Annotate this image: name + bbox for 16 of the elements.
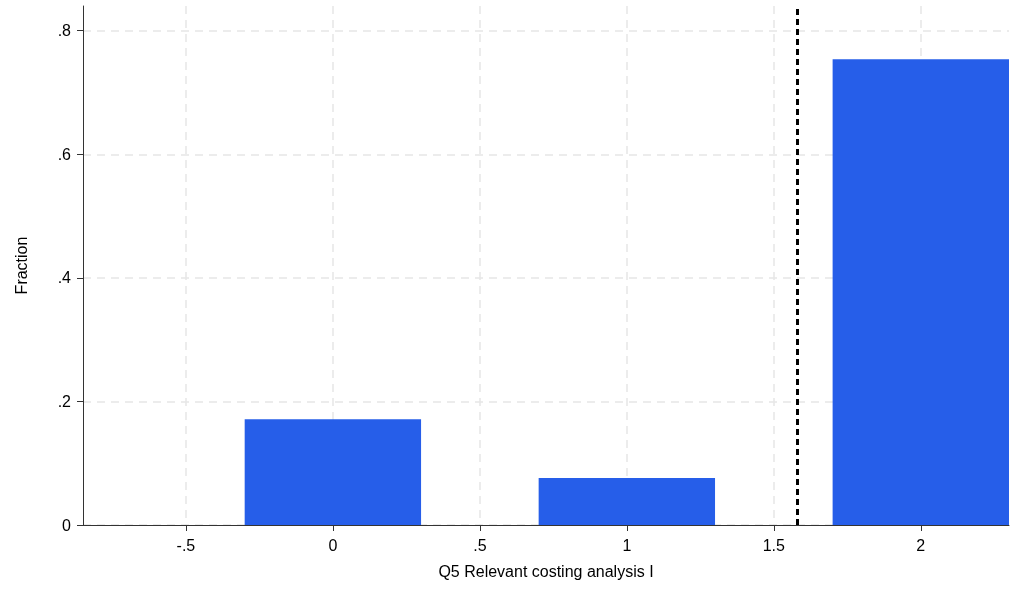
bar [244,419,422,525]
y-axis-title: Fraction [12,236,30,295]
y-tick-label: .4 [57,269,72,287]
bar [832,59,1009,525]
y-tick-label: .2 [57,392,72,410]
x-tick-label: 0 [328,536,338,554]
y-tick-label: 0 [62,516,72,534]
bar [538,478,716,525]
x-tick-label: -.5 [176,536,196,554]
x-axis-title: Q5 Relevant costing analysis I [438,562,654,580]
x-tick-label: .5 [473,536,487,554]
y-tick-label: .6 [57,145,72,163]
y-tick-label: .8 [57,22,72,40]
x-tick-label: 2 [916,536,926,554]
x-tick-label: 1.5 [762,536,786,554]
x-tick-label: 1 [622,536,632,554]
